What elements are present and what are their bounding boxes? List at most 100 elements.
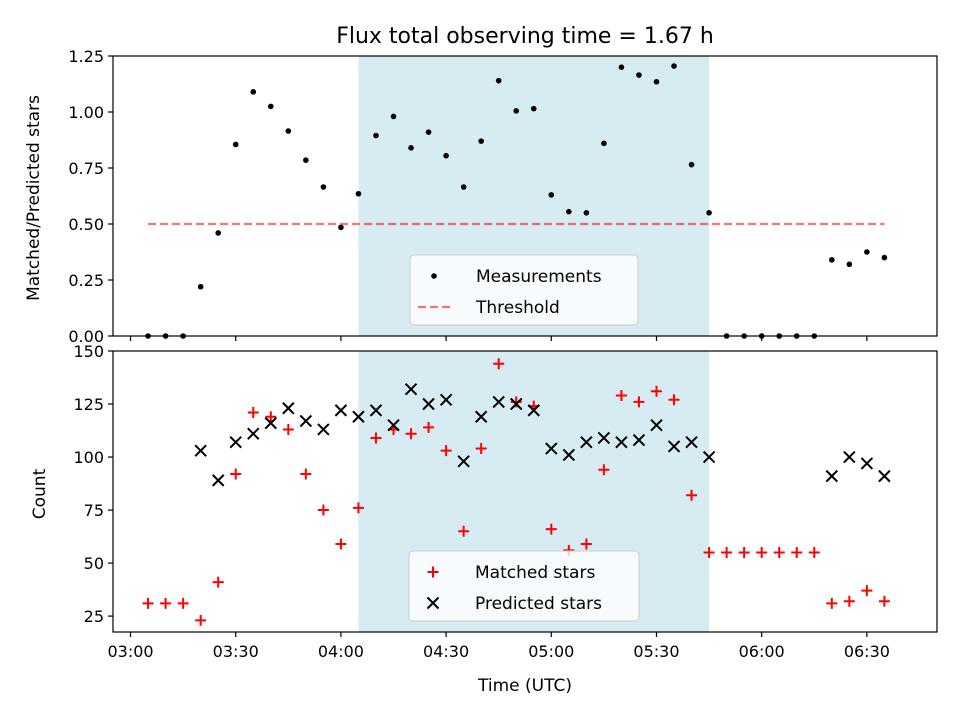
y-tick-label: 1.00 [68, 103, 104, 122]
matched-star-point [212, 576, 224, 588]
measurement-point [829, 257, 835, 263]
predicted-star-point [860, 457, 874, 470]
predicted-star-point [439, 393, 453, 406]
predicted-star-point [264, 416, 277, 430]
measurement-point [408, 145, 414, 151]
predicted-star-point [247, 427, 260, 440]
predicted-star-point [229, 435, 242, 449]
predicted-star-point [545, 442, 558, 455]
y-tick-label: 75 [84, 501, 104, 520]
legend-entry-label: Predicted stars [475, 594, 602, 614]
matched-star-point [686, 489, 698, 501]
measurement-point [215, 230, 221, 236]
matched-star-point [826, 597, 838, 609]
matched-star-point [230, 468, 242, 480]
legend-entry-label: Measurements [476, 267, 602, 287]
y-tick-label: 0.25 [68, 271, 104, 290]
measurement-point [250, 89, 257, 95]
x-tick-label: 05:00 [528, 642, 574, 661]
predicted-star-point [404, 382, 418, 396]
predicted-star-point [702, 450, 716, 464]
matched-star-point [756, 546, 768, 558]
y-tick-label: 100 [73, 448, 104, 467]
legend-measurement-marker [431, 273, 437, 279]
matched-star-point [721, 546, 733, 558]
matched-star-point [510, 396, 522, 408]
matched-star-point [475, 443, 487, 455]
legend-entry-label: Matched stars [475, 563, 595, 583]
measurement-point [267, 103, 274, 110]
measurement-point [846, 261, 853, 268]
measurement-point [355, 190, 362, 197]
matched-star-point [335, 538, 347, 550]
measurement-point [583, 210, 590, 216]
predicted-star-point [211, 474, 225, 487]
matched-star-point [703, 546, 715, 558]
matched-star-point [598, 464, 610, 476]
predicted-star-point [317, 423, 330, 436]
measurement-point [443, 152, 449, 159]
y-tick-label: 50 [84, 554, 104, 573]
plot-frame [112, 350, 938, 633]
predicted-star-point [387, 419, 400, 432]
measurement-point [653, 78, 660, 85]
predicted-star-point [667, 440, 681, 453]
predicted-star-point [334, 404, 348, 417]
matched-star-point [265, 411, 277, 423]
predicted-star-point [492, 395, 505, 409]
predicted-star-point [562, 448, 576, 462]
top-legend: Measurements Threshold [409, 254, 639, 326]
bottom-legend: Matched stars Predicted stars [408, 550, 640, 622]
matched-star-point [195, 614, 207, 626]
measurement-point [320, 184, 327, 190]
measurement-point [706, 210, 712, 216]
predicted-star-point [878, 469, 891, 483]
measurement-point [566, 208, 572, 215]
measurement-point [197, 283, 204, 290]
predicted-star-point [597, 431, 611, 445]
measurement-point [285, 128, 292, 134]
measurement-point [688, 161, 695, 168]
matched-star-point [352, 502, 364, 514]
measurement-point [460, 184, 467, 190]
y-tick-label: 25 [84, 607, 104, 626]
matched-star-point [633, 396, 645, 408]
matched-star-point [773, 546, 785, 558]
predicted-star-point [369, 404, 383, 417]
bottom-y-axis-label: Count [30, 468, 50, 519]
predicted-star-point [685, 435, 698, 449]
predicted-star-point [194, 444, 207, 457]
matched-star-point [300, 468, 312, 480]
matched-star-point [791, 546, 803, 558]
measurement-point [303, 157, 309, 163]
x-tick-label: 05:30 [633, 642, 679, 661]
y-tick-label: 0.75 [68, 159, 104, 178]
matched-star-point [458, 525, 470, 537]
matched-star-point [493, 358, 505, 370]
y-tick-label: 0.50 [68, 215, 104, 234]
y-tick-label: 125 [73, 395, 104, 414]
x-tick-label: 03:00 [107, 642, 153, 661]
measurement-point [232, 141, 239, 148]
matched-star-point [545, 523, 557, 535]
matched-star-point [317, 504, 329, 516]
matched-star-point [668, 394, 680, 406]
bottom-panel: 25 50 75 100 125 150 03:00 03:30 04:00 04:30 05:00… [73, 342, 938, 661]
predicted-star-point [632, 433, 646, 447]
measurement-point [495, 77, 502, 84]
predicted-star-point [282, 402, 295, 415]
matched-star-point [650, 385, 662, 397]
legend-box [408, 550, 640, 622]
x-axis-label: Time (UTC) [477, 676, 572, 696]
measurement-point [548, 192, 555, 198]
matched-star-point [160, 597, 172, 609]
y-tick-label: 150 [73, 342, 104, 361]
matched-star-point [878, 595, 890, 607]
chart-title: Flux total observing time = 1.67 h [336, 24, 714, 49]
legend-matched-marker [427, 566, 439, 578]
matched-star-point [738, 546, 750, 558]
y-tick-label: 0.00 [68, 327, 104, 346]
x-tick-label: 03:30 [213, 642, 259, 661]
legend-box [409, 254, 639, 326]
